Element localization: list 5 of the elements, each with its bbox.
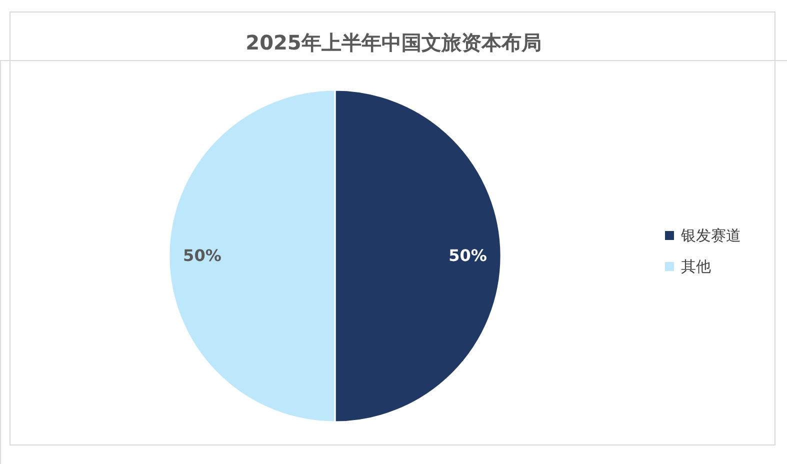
legend-label: 其他 [681, 258, 711, 276]
legend-label: 银发赛道 [680, 226, 741, 244]
chart-title: 2025年上半年中国文旅资本布局 [246, 30, 542, 54]
data-label: 50% [183, 246, 222, 265]
data-label: 50% [448, 246, 487, 265]
